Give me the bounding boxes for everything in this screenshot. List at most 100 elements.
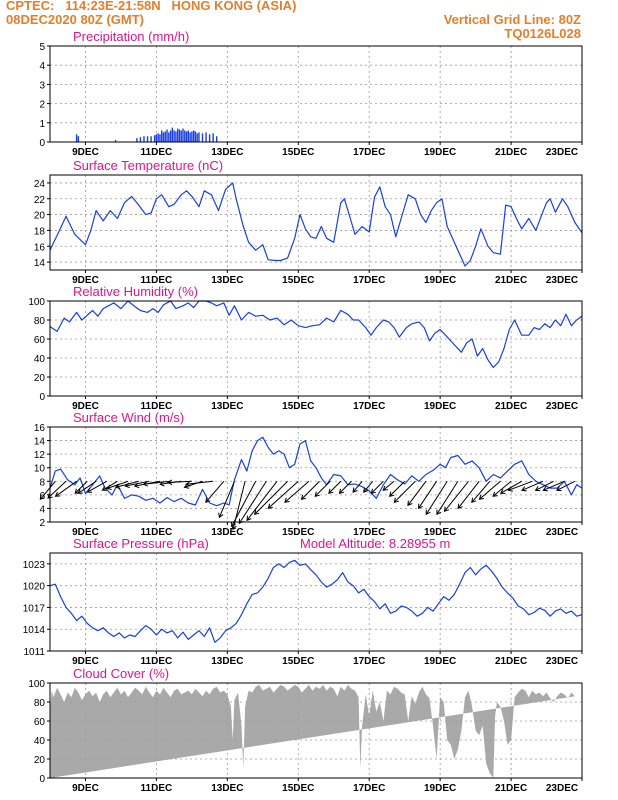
x-tick-label: 19DEC — [424, 783, 456, 794]
x-tick-label: 23DEC — [546, 783, 578, 794]
wind-arrow-head — [205, 497, 211, 504]
surface_wind-line — [49, 436, 583, 507]
x-tick-label: 17DEC — [353, 275, 385, 286]
wind-arrow-head — [284, 497, 290, 503]
y-tick-label: 2 — [39, 100, 45, 111]
precip-bar — [155, 134, 158, 142]
x-tick-label: 15DEC — [282, 656, 314, 667]
wind-arrow-shaft — [457, 480, 480, 509]
wind-arrow-shaft — [535, 480, 554, 491]
x-tick-label: 9DEC — [72, 275, 99, 286]
precipitation-title: Precipitation (mm/h) — [73, 29, 189, 44]
precip-bar — [175, 131, 177, 142]
y-tick-label: 14 — [34, 258, 46, 269]
y-tick-label: 2 — [39, 518, 45, 529]
precip-bar — [171, 127, 174, 142]
wind-arrow-head — [556, 486, 562, 492]
surface_temperature-line — [49, 182, 583, 267]
wind-arrow-head — [478, 494, 485, 500]
wind-arrow-head — [231, 521, 236, 528]
y-tick-label: 20 — [34, 211, 46, 222]
wind-arrow-shaft — [74, 480, 88, 494]
wind-arrow — [393, 480, 416, 503]
x-tick-label: 19DEC — [424, 527, 456, 538]
x-tick-label: 17DEC — [353, 783, 385, 794]
y-tick-label: 4 — [39, 61, 45, 72]
x-tick-label: 9DEC — [72, 527, 99, 538]
precip-bar — [191, 131, 193, 142]
wind-arrow-head — [363, 487, 369, 493]
wind-arrow-head — [443, 506, 450, 513]
surface_wind-title: Surface Wind (m/s) — [73, 410, 184, 425]
wind-arrow — [328, 480, 342, 494]
precip-bar — [198, 132, 200, 142]
wind-arrow-head — [314, 491, 320, 497]
surface_temperature-panel: Surface Temperature (nC) 14 16 18 20 22 24 9DEC… — [34, 158, 583, 286]
wind-arrow-head — [77, 488, 83, 494]
wind-arrow-head — [382, 485, 388, 491]
x-tick-label: 13DEC — [211, 401, 243, 412]
wind-arrow — [436, 481, 459, 516]
wind-arrow — [77, 480, 97, 494]
y-tick-label: 100 — [28, 679, 45, 690]
cloud_cover-title: Cloud Cover (%) — [73, 666, 169, 681]
header-grid-line: Vertical Grid Line: 80Z — [443, 12, 581, 27]
cloud-cover-area — [50, 684, 575, 778]
wind-arrow-shaft — [389, 480, 406, 497]
wind-arrow-head — [246, 515, 252, 522]
wind-arrow-head — [542, 486, 548, 492]
y-tick-label: 60 — [34, 717, 46, 728]
x-tick-label: 9DEC — [72, 147, 99, 158]
y-tick-label: 1023 — [23, 560, 46, 571]
wind-arrow — [218, 481, 235, 519]
precip-bar — [189, 132, 191, 142]
x-tick-label: 21DEC — [495, 401, 527, 412]
surface_wind-panel: Surface Wind (m/s) 2 4 6 8 10 12 14 16 9DEC 11DEC 1… — [34, 410, 583, 538]
surface_temperature-frame — [49, 174, 583, 271]
wind-arrow — [267, 480, 299, 509]
wind-arrow-shaft — [39, 480, 56, 500]
precip-bar — [169, 130, 172, 142]
wind-arrow-head — [300, 494, 307, 500]
precip-bar — [162, 132, 165, 142]
y-tick-label: 1011 — [23, 647, 45, 658]
wind-arrow — [300, 480, 320, 500]
y-tick-label: 100 — [28, 297, 45, 308]
y-tick-label: 1017 — [23, 603, 46, 614]
precip-bar — [139, 137, 142, 142]
wind-arrow-shaft — [301, 480, 320, 500]
wind-arrow-shaft — [425, 481, 448, 515]
y-tick-label: 5 — [39, 42, 45, 53]
precip-bar — [208, 134, 211, 142]
wind-arrow-head — [86, 487, 93, 493]
x-tick-label: 9DEC — [72, 783, 99, 794]
precip-bar — [168, 132, 170, 142]
y-tick-label: 1 — [39, 119, 45, 130]
wind-arrow-shaft — [339, 480, 352, 494]
y-tick-label: 16 — [34, 423, 46, 434]
wind-arrow-head — [267, 503, 273, 509]
relative_humidity-line — [49, 300, 583, 369]
surface_pressure-subtitle: Model Altitude: 8.28955 m — [300, 536, 450, 551]
wind-arrow — [185, 480, 214, 487]
x-tick-label: 13DEC — [211, 147, 243, 158]
wind-arrow — [54, 480, 77, 497]
x-tick-label: 21DEC — [495, 783, 527, 794]
y-tick-label: 10 — [34, 464, 46, 475]
x-tick-label: 23DEC — [546, 656, 578, 667]
wind-arrow-shaft — [218, 481, 235, 518]
wind-arrow-shaft — [521, 480, 544, 491]
wind-arrow-shaft — [479, 480, 501, 500]
precip-bar — [196, 133, 198, 142]
wind-arrow — [352, 480, 363, 493]
wind-arrow-shaft — [205, 480, 225, 503]
wind-arrow-head — [39, 494, 45, 501]
x-tick-label: 17DEC — [353, 147, 385, 158]
wind-arrow — [443, 480, 469, 513]
precip-bar — [173, 130, 175, 142]
surface_wind-frame — [49, 426, 583, 523]
wind-arrow-shaft — [284, 480, 310, 503]
relative_humidity-panel: Relative Humidity (%) 0 20 40 60 80 100 9DEC 11D… — [28, 284, 583, 412]
wind-arrow-head — [352, 487, 358, 493]
